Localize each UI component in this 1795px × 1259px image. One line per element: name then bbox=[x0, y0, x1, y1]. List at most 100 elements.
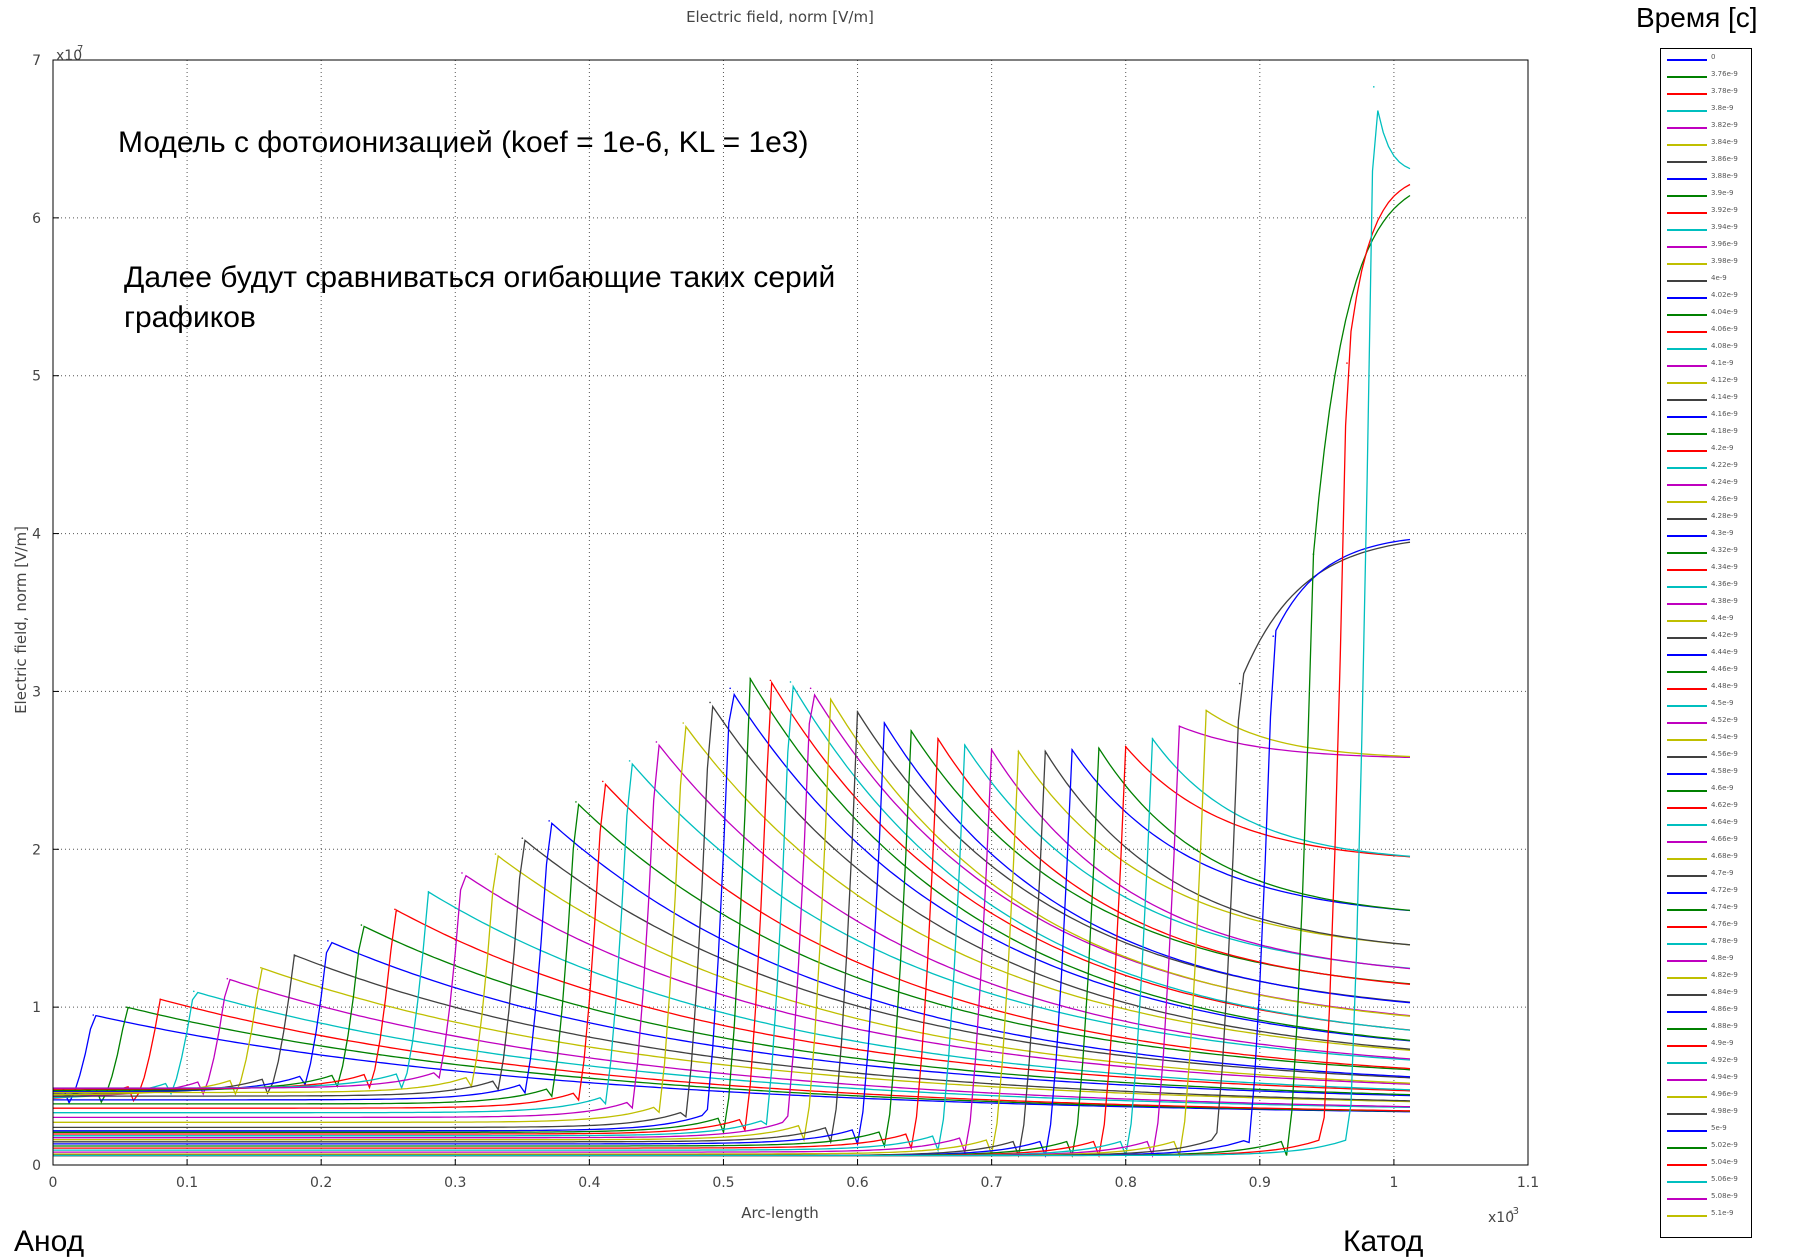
legend-label: 4.34e-9 bbox=[1711, 563, 1738, 571]
series-line bbox=[53, 749, 1411, 1157]
legend-item: 3.9e-9 bbox=[1665, 187, 1751, 204]
svg-text:x10: x10 bbox=[1488, 1210, 1514, 1226]
legend-label: 4.7e-9 bbox=[1711, 869, 1734, 877]
legend-label: 4.36e-9 bbox=[1711, 580, 1738, 588]
legend-item: 5.1e-9 bbox=[1665, 1207, 1751, 1224]
legend-item: 3.88e-9 bbox=[1665, 170, 1751, 187]
peak-point bbox=[655, 741, 658, 743]
legend-item: 4.1e-9 bbox=[1665, 357, 1751, 374]
peak-point bbox=[1372, 86, 1375, 88]
legend-label: 3.9e-9 bbox=[1711, 189, 1734, 197]
legend-swatch bbox=[1667, 535, 1707, 537]
x-exponent: x10 -3 bbox=[1488, 1206, 1519, 1226]
series-line bbox=[53, 782, 1411, 1109]
legend-swatch bbox=[1667, 297, 1707, 299]
legend-swatch bbox=[1667, 1164, 1707, 1166]
legend-label: 4.64e-9 bbox=[1711, 818, 1738, 826]
series-line bbox=[53, 684, 1411, 1137]
legend-swatch bbox=[1667, 518, 1707, 520]
legend-item: 4.02e-9 bbox=[1665, 289, 1751, 306]
legend-swatch bbox=[1667, 348, 1707, 350]
legend-swatch bbox=[1667, 909, 1707, 911]
peak-point bbox=[628, 760, 631, 762]
legend-swatch bbox=[1667, 824, 1707, 826]
legend-label: 4.1e-9 bbox=[1711, 359, 1734, 367]
peak-point bbox=[461, 872, 463, 874]
legend-label: 4.96e-9 bbox=[1711, 1090, 1738, 1098]
legend-item: 4.42e-9 bbox=[1665, 629, 1751, 646]
series-line bbox=[53, 110, 1411, 1157]
peak-point bbox=[1151, 737, 1154, 740]
legend-item: 4.16e-9 bbox=[1665, 408, 1751, 425]
legend-item: 4.92e-9 bbox=[1665, 1054, 1751, 1071]
legend-swatch bbox=[1667, 331, 1707, 333]
legend-label: 4.6e-9 bbox=[1711, 784, 1734, 792]
legend-label: 4.98e-9 bbox=[1711, 1107, 1738, 1115]
legend-label: 4.14e-9 bbox=[1711, 393, 1738, 401]
y-tick-label: 6 bbox=[32, 211, 41, 227]
legend-item: 3.82e-9 bbox=[1665, 119, 1751, 136]
legend-item: 3.94e-9 bbox=[1665, 221, 1751, 238]
legend-swatch bbox=[1667, 858, 1707, 860]
legend-item: 3.84e-9 bbox=[1665, 136, 1751, 153]
legend-swatch bbox=[1667, 943, 1707, 945]
legend-label: 4.04e-9 bbox=[1711, 308, 1738, 316]
legend-swatch bbox=[1667, 705, 1707, 707]
peak-point bbox=[494, 853, 497, 855]
legend-swatch bbox=[1667, 382, 1707, 384]
legend-title: Время [c] bbox=[1636, 2, 1758, 33]
x-tick-label: 0.8 bbox=[1115, 1175, 1137, 1191]
series-line bbox=[53, 890, 1411, 1091]
peak-point bbox=[883, 722, 886, 724]
series-line bbox=[53, 724, 1411, 1123]
svg-text:x10: x10 bbox=[56, 48, 82, 64]
legend-swatch bbox=[1667, 841, 1707, 843]
legend-item: 4e-9 bbox=[1665, 272, 1751, 289]
legend-label: 4.38e-9 bbox=[1711, 597, 1738, 605]
peak-point bbox=[1017, 750, 1020, 753]
peak-point bbox=[548, 820, 550, 822]
legend-label: 5.02e-9 bbox=[1711, 1141, 1738, 1149]
legend-swatch bbox=[1667, 246, 1707, 248]
legend-item: 4.58e-9 bbox=[1665, 765, 1751, 782]
peak-point bbox=[682, 722, 685, 724]
legend-item: 5.08e-9 bbox=[1665, 1190, 1751, 1207]
legend-label: 4.94e-9 bbox=[1711, 1073, 1738, 1081]
peak-point bbox=[749, 678, 752, 680]
legend-swatch bbox=[1667, 280, 1707, 282]
legend-item: 4.28e-9 bbox=[1665, 510, 1751, 527]
legend-label: 4.32e-9 bbox=[1711, 546, 1738, 554]
legend-label: 4.9e-9 bbox=[1711, 1039, 1734, 1047]
legend-swatch bbox=[1667, 756, 1707, 758]
series-line bbox=[53, 697, 1411, 1143]
legend-swatch bbox=[1667, 467, 1707, 469]
legend-item: 4.4e-9 bbox=[1665, 612, 1751, 629]
legend-label: 4.44e-9 bbox=[1711, 648, 1738, 656]
series-line bbox=[53, 839, 1411, 1097]
legend-label: 3.88e-9 bbox=[1711, 172, 1738, 180]
legend-item: 3.86e-9 bbox=[1665, 153, 1751, 170]
peak-point bbox=[427, 891, 430, 893]
peak-point bbox=[394, 908, 396, 911]
legend-swatch bbox=[1667, 671, 1707, 673]
legend-swatch bbox=[1667, 569, 1707, 571]
series-line bbox=[53, 822, 1411, 1101]
peak-point bbox=[856, 711, 859, 713]
legend-item: 4.08e-9 bbox=[1665, 340, 1751, 357]
tick-labels: 0 0.1 0.2 0.3 0.4 0.5 0.6 0.7 0.8 0.9 1 1.1 0 1 2 3 4 5 6 7 bbox=[32, 53, 1539, 1191]
legend-label: 4.22e-9 bbox=[1711, 461, 1738, 469]
legend-item: 0 bbox=[1665, 51, 1751, 68]
legend-swatch bbox=[1667, 1079, 1707, 1081]
legend-swatch bbox=[1667, 875, 1707, 877]
legend-swatch bbox=[1667, 399, 1707, 401]
legend-label: 4.78e-9 bbox=[1711, 937, 1738, 945]
x-tick-label: 0.9 bbox=[1249, 1175, 1271, 1191]
legend-swatch bbox=[1667, 739, 1707, 741]
legend-label: 4.82e-9 bbox=[1711, 971, 1738, 979]
legend-swatch bbox=[1667, 892, 1707, 894]
legend-label: 4.92e-9 bbox=[1711, 1056, 1738, 1064]
legend-swatch bbox=[1667, 1130, 1707, 1132]
legend-swatch bbox=[1667, 552, 1707, 554]
y-tick-label: 2 bbox=[32, 842, 41, 858]
series-line bbox=[52, 1014, 1410, 1113]
